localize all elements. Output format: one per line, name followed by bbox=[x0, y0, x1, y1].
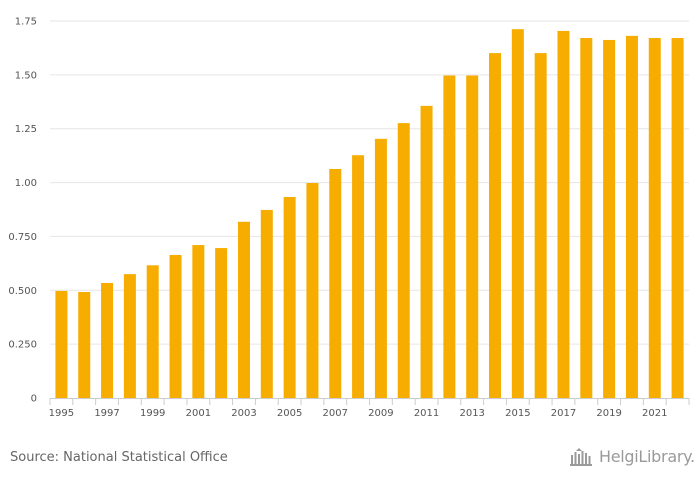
x-tick-label: 1995 bbox=[49, 408, 74, 419]
x-tick-label: 2011 bbox=[414, 408, 439, 419]
x-tick-label: 2021 bbox=[642, 408, 667, 419]
bar-2011 bbox=[420, 105, 433, 399]
x-tick-label: 2001 bbox=[186, 408, 211, 419]
y-tick-label: 1.75 bbox=[15, 17, 37, 28]
bar-2001 bbox=[192, 245, 205, 398]
bar-2022 bbox=[671, 38, 684, 398]
bar-1997 bbox=[101, 282, 114, 398]
y-tick-label: 0.500 bbox=[8, 286, 37, 297]
y-tick-label: 0 bbox=[31, 394, 37, 405]
bar-2007 bbox=[329, 168, 342, 398]
bar-1998 bbox=[123, 274, 136, 398]
x-tick-label: 2013 bbox=[459, 408, 484, 419]
x-axis-tick-labels: 1995 1997 1999 2001 2003 2005 2007 2009 2011 2013… bbox=[49, 408, 668, 419]
gridlines bbox=[50, 20, 689, 345]
x-tick-label: 2009 bbox=[368, 408, 393, 419]
source-note: Source: National Statistical Office bbox=[10, 450, 228, 465]
bar-2021 bbox=[648, 38, 661, 398]
bar-2013 bbox=[466, 75, 479, 399]
x-tick-label: 2007 bbox=[323, 408, 348, 419]
bar-1995 bbox=[55, 290, 68, 398]
bar-2016 bbox=[534, 53, 547, 399]
bar-2004 bbox=[260, 209, 273, 398]
bar-2003 bbox=[237, 221, 250, 398]
bar-1996 bbox=[78, 292, 91, 398]
x-tick-label: 2015 bbox=[505, 408, 530, 419]
bars bbox=[55, 29, 684, 399]
helgilibrary-logo[interactable]: HelgiLibrary. bbox=[570, 447, 695, 466]
bar-2020 bbox=[625, 35, 638, 399]
bar-1999 bbox=[146, 265, 159, 398]
bar-2018 bbox=[580, 38, 593, 398]
x-tick-label: 2017 bbox=[551, 408, 576, 419]
bar-2014 bbox=[489, 53, 502, 399]
y-axis-tick-labels: 0 0.250 0.500 0.750 1.00 1.25 1.50 1.75 bbox=[8, 17, 37, 405]
bar-2012 bbox=[443, 75, 456, 399]
bar-2015 bbox=[511, 29, 524, 399]
bar-2006 bbox=[306, 183, 319, 398]
y-tick-label: 1.50 bbox=[15, 70, 37, 81]
bar-2019 bbox=[603, 39, 616, 399]
y-tick-label: 0.750 bbox=[8, 232, 37, 243]
bar-2017 bbox=[557, 30, 570, 398]
x-tick-label: 1999 bbox=[140, 408, 165, 419]
y-tick-label: 0.250 bbox=[8, 340, 37, 351]
x-axis bbox=[49, 398, 690, 405]
logo-text: HelgiLibrary. bbox=[599, 447, 695, 466]
x-tick-label: 1997 bbox=[94, 408, 119, 419]
x-tick-label: 2019 bbox=[596, 408, 621, 419]
y-tick-label: 1.00 bbox=[15, 178, 37, 189]
bar-2009 bbox=[374, 138, 387, 399]
bar-2008 bbox=[352, 155, 365, 398]
bar-2005 bbox=[283, 197, 296, 398]
x-tick-label: 2005 bbox=[277, 408, 302, 419]
bar-2002 bbox=[215, 248, 228, 398]
x-tick-label: 2003 bbox=[231, 408, 256, 419]
bar-2000 bbox=[169, 254, 182, 398]
bar-2010 bbox=[397, 123, 410, 398]
y-tick-label: 1.25 bbox=[15, 124, 37, 135]
library-logo-icon bbox=[570, 447, 592, 466]
